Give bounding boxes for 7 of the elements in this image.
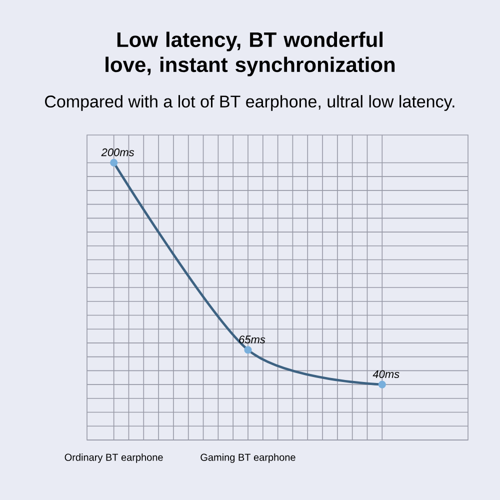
chart-title: Low latency, BT wonderful love, instant synchronization xyxy=(106,32,395,76)
x-tick-label: Gaming BT earphone xyxy=(200,454,296,463)
x-tick-label: Ordinary BT earphone xyxy=(64,454,163,463)
data-label: 40ms xyxy=(372,370,400,378)
data-label: 200ms xyxy=(101,148,134,156)
chart-subtitle: Compared with a lot of BT earphone, ultral low latency. xyxy=(45,95,454,111)
data-label: 65ms xyxy=(239,336,266,344)
